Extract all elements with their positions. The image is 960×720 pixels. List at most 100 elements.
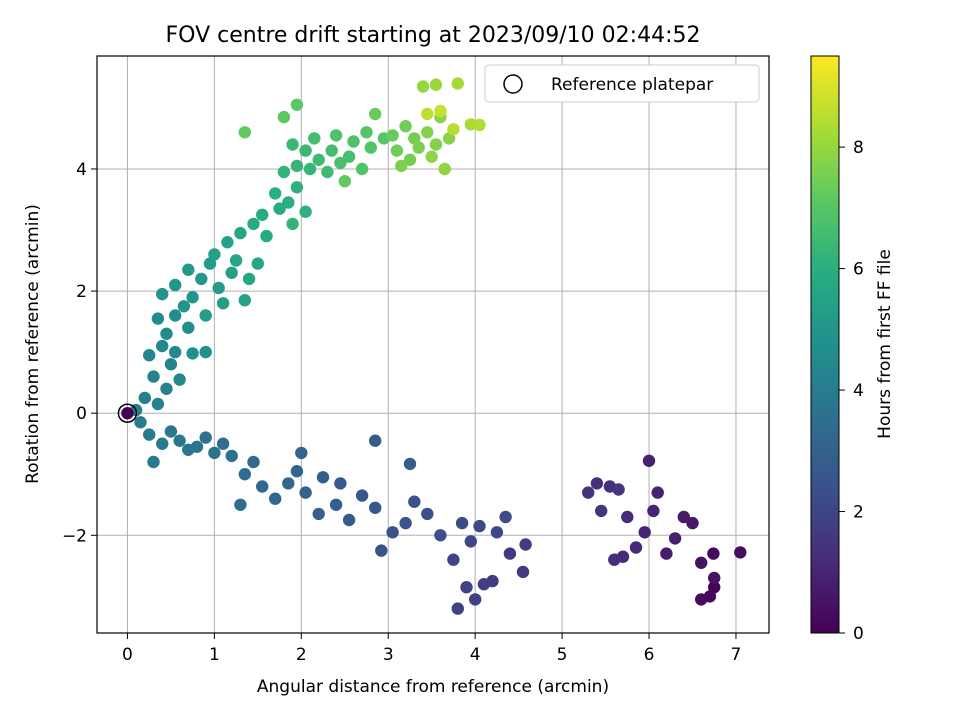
reference-point-ring [117,403,138,423]
data-point-40 [408,495,421,508]
data-point-145 [412,141,425,154]
data-point-116 [286,217,299,231]
data-point-70 [147,455,160,469]
data-point-78 [147,370,160,383]
data-point-61 [238,468,251,481]
data-point-13 [647,504,660,518]
data-point-86 [169,309,182,322]
data-point-85 [151,312,165,325]
data-point-63 [216,437,230,450]
data-point-106 [251,257,264,270]
data-point-146 [421,126,434,139]
data-point-59 [247,455,260,469]
data-point-36 [499,510,512,524]
data-point-141 [399,120,412,133]
data-point-8 [677,510,690,524]
colorbar-label: Hours from first FF file [875,249,895,439]
data-point-21 [582,486,595,499]
data-point-14 [638,526,651,539]
data-point-4 [734,546,747,559]
data-point-143 [408,132,421,145]
data-point-5 [695,556,708,569]
data-point-65 [199,431,212,444]
x-tick-label-6: 6 [644,645,655,665]
data-point-99 [216,297,230,310]
data-point-129 [347,135,360,148]
colorbar-tick-label-2: 4 [853,381,864,401]
data-point-75 [138,391,151,405]
chart-title: FOV centre drift starting at 2023/09/10 … [166,23,701,48]
data-point-87 [182,321,195,334]
data-point-25 [503,547,517,560]
x-axis-label: Angular distance from reference (arcmin) [257,677,609,697]
data-point-120 [299,144,312,157]
data-point-6 [708,571,721,585]
x-axis-ticks: 0 1 2 3 4 5 6 7 [122,633,741,665]
data-point-104 [229,254,243,267]
data-point-56 [282,477,295,490]
data-point-51 [316,471,330,484]
data-point-43 [375,544,388,557]
data-point-128 [329,129,343,142]
data-point-127 [342,150,356,163]
data-point-38 [434,529,447,542]
data-point-94 [195,272,208,286]
data-point-137 [338,175,351,188]
data-point-31 [460,581,473,594]
data-point-96 [203,257,217,270]
data-point-114 [290,181,304,194]
data-point-81 [156,339,169,353]
data-point-95 [182,263,195,276]
y-tick-label-2: 2 [76,282,87,302]
x-tick-label-1: 1 [209,645,220,665]
data-point-107 [234,226,247,240]
data-point-90 [177,300,191,313]
data-point-102 [221,236,234,249]
data-point-92 [169,278,182,292]
data-point-111 [273,202,286,215]
data-point-119 [303,162,317,176]
data-point-124 [308,132,321,145]
data-point-108 [247,217,260,231]
data-point-11 [642,454,656,467]
colorbar-tick-label-3: 6 [853,260,864,280]
data-points [129,77,747,615]
data-point-58 [256,480,269,493]
y-tick-label-3: 4 [76,160,87,180]
data-point-156 [473,118,486,132]
colorbar-tick-label-0: 0 [853,624,864,644]
data-point-3 [707,547,720,560]
x-tick-label-3: 3 [383,645,394,665]
data-point-0 [708,581,721,594]
data-point-159 [434,104,447,118]
colorbar-tick-label-1: 2 [853,503,864,523]
data-point-121 [286,138,299,151]
data-point-44 [369,501,382,514]
y-tick-label-0: −2 [62,526,87,546]
data-point-53 [299,486,312,499]
y-tick-label-1: 0 [76,404,87,424]
data-point-131 [364,141,377,154]
data-point-126 [334,156,347,170]
data-point-41 [399,516,412,530]
data-point-64 [208,446,221,460]
data-point-73 [134,416,147,429]
x-tick-label-5: 5 [557,645,568,665]
data-point-91 [156,287,169,301]
data-point-136 [238,126,251,139]
x-tick-label-7: 7 [731,645,742,665]
data-point-71 [156,437,169,450]
colorbar-tick-label-4: 8 [853,138,864,158]
data-point-138 [369,107,382,121]
data-point-57 [269,492,282,505]
data-point-30 [451,602,464,615]
data-point-100 [225,266,238,279]
data-point-72 [143,428,156,441]
data-point-28 [477,578,491,591]
data-point-112 [269,187,282,200]
data-point-24 [516,565,530,579]
data-point-153 [429,78,443,91]
data-point-50 [329,498,343,511]
data-point-12 [651,486,664,499]
